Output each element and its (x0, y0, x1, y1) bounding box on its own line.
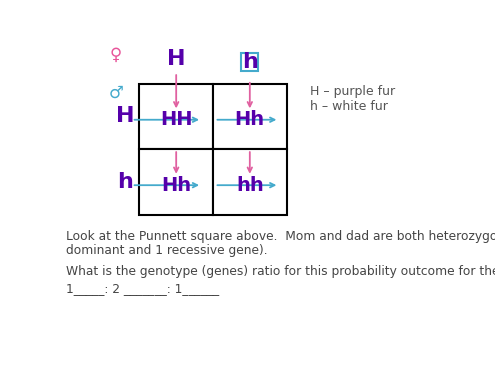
Bar (241, 53, 258, 71)
Text: What is the genotype (genes) ratio for this probability outcome for the offsprin: What is the genotype (genes) ratio for t… (66, 265, 495, 278)
Text: Look at the Punnett square above.  Mom and dad are both heterozygous (have 1: Look at the Punnett square above. Mom an… (66, 230, 495, 243)
Text: H: H (116, 106, 135, 126)
Text: H – purple fur: H – purple fur (310, 85, 395, 98)
Bar (140, 84, 213, 149)
Text: H: H (167, 49, 186, 69)
Text: ♂: ♂ (109, 84, 124, 102)
Bar (213, 149, 287, 215)
Text: h: h (117, 172, 133, 192)
Text: ♀: ♀ (110, 46, 122, 63)
Bar (140, 149, 213, 215)
Text: dominant and 1 recessive gene).: dominant and 1 recessive gene). (66, 244, 267, 257)
Text: HH: HH (160, 110, 193, 129)
Text: h – white fur: h – white fur (310, 100, 388, 113)
Text: 1_____: 2 _______: 1______: 1_____: 2 _______: 1______ (66, 282, 219, 296)
Text: hh: hh (236, 176, 264, 195)
Bar (213, 84, 287, 149)
Text: Hh: Hh (235, 110, 265, 129)
Text: Hh: Hh (161, 176, 191, 195)
Text: h: h (242, 52, 258, 72)
